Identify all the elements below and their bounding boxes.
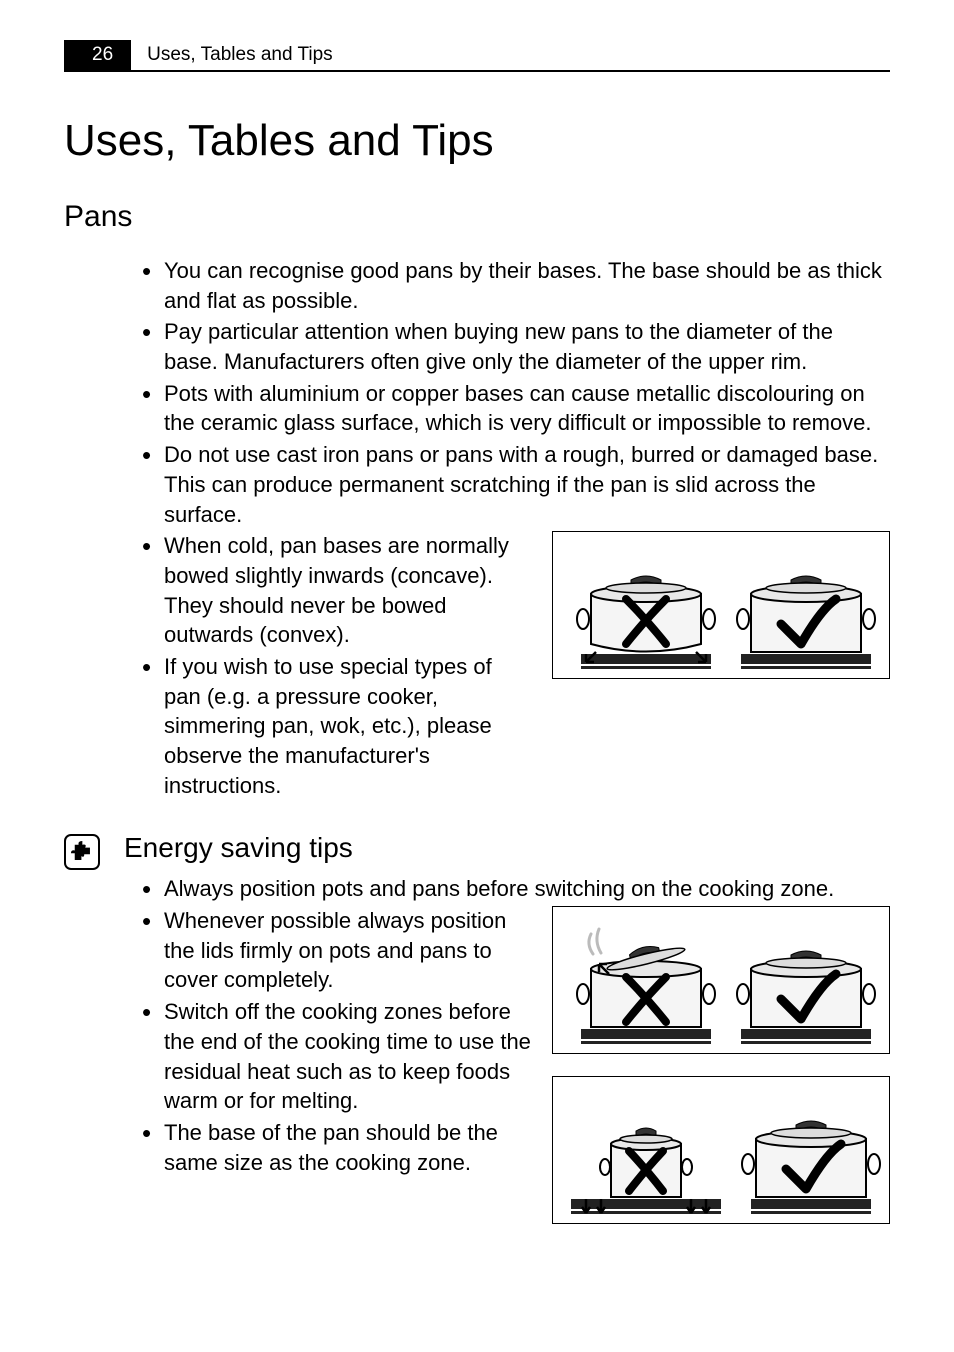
list-item: When cold, pan bases are normally bowed … bbox=[142, 531, 532, 650]
list-item: Whenever possible always position the li… bbox=[142, 906, 532, 995]
list-item: If you wish to use special types of pan … bbox=[142, 652, 532, 800]
energy-bullets-side: Whenever possible always position the li… bbox=[142, 906, 532, 1177]
energy-bullet-full: Always position pots and pans before swi… bbox=[142, 874, 890, 904]
list-item: You can recognise good pans by their bas… bbox=[142, 256, 890, 315]
list-item: Do not use cast iron pans or pans with a… bbox=[142, 440, 890, 529]
flower-puzzle-icon bbox=[70, 840, 94, 864]
energy-content: Always position pots and pans before swi… bbox=[142, 874, 890, 1224]
lid-diagram bbox=[552, 906, 890, 1054]
pan-size-illustration bbox=[561, 1089, 881, 1219]
energy-tip-icon bbox=[64, 834, 100, 870]
list-item: The base of the pan should be the same s… bbox=[142, 1118, 532, 1177]
concave-convex-illustration bbox=[561, 544, 881, 674]
page-header: 26 Uses, Tables and Tips bbox=[64, 40, 890, 72]
list-item: Pots with aluminium or copper bases can … bbox=[142, 379, 890, 438]
pan-base-diagram bbox=[552, 531, 890, 679]
lid-illustration bbox=[561, 919, 881, 1049]
pans-bullets-side: When cold, pan bases are normally bowed … bbox=[142, 531, 532, 800]
pans-heading: Pans bbox=[64, 200, 890, 234]
page-number: 26 bbox=[64, 40, 131, 70]
pans-content: You can recognise good pans by their bas… bbox=[142, 256, 890, 802]
pans-bullets-top: You can recognise good pans by their bas… bbox=[142, 256, 890, 529]
list-item: Switch off the cooking zones before the … bbox=[142, 997, 532, 1116]
main-heading: Uses, Tables and Tips bbox=[64, 116, 890, 166]
list-item: Always position pots and pans before swi… bbox=[142, 874, 890, 904]
pan-size-diagram bbox=[552, 1076, 890, 1224]
running-title: Uses, Tables and Tips bbox=[131, 40, 333, 70]
list-item: Pay particular attention when buying new… bbox=[142, 317, 890, 376]
energy-heading: Energy saving tips bbox=[124, 832, 890, 864]
